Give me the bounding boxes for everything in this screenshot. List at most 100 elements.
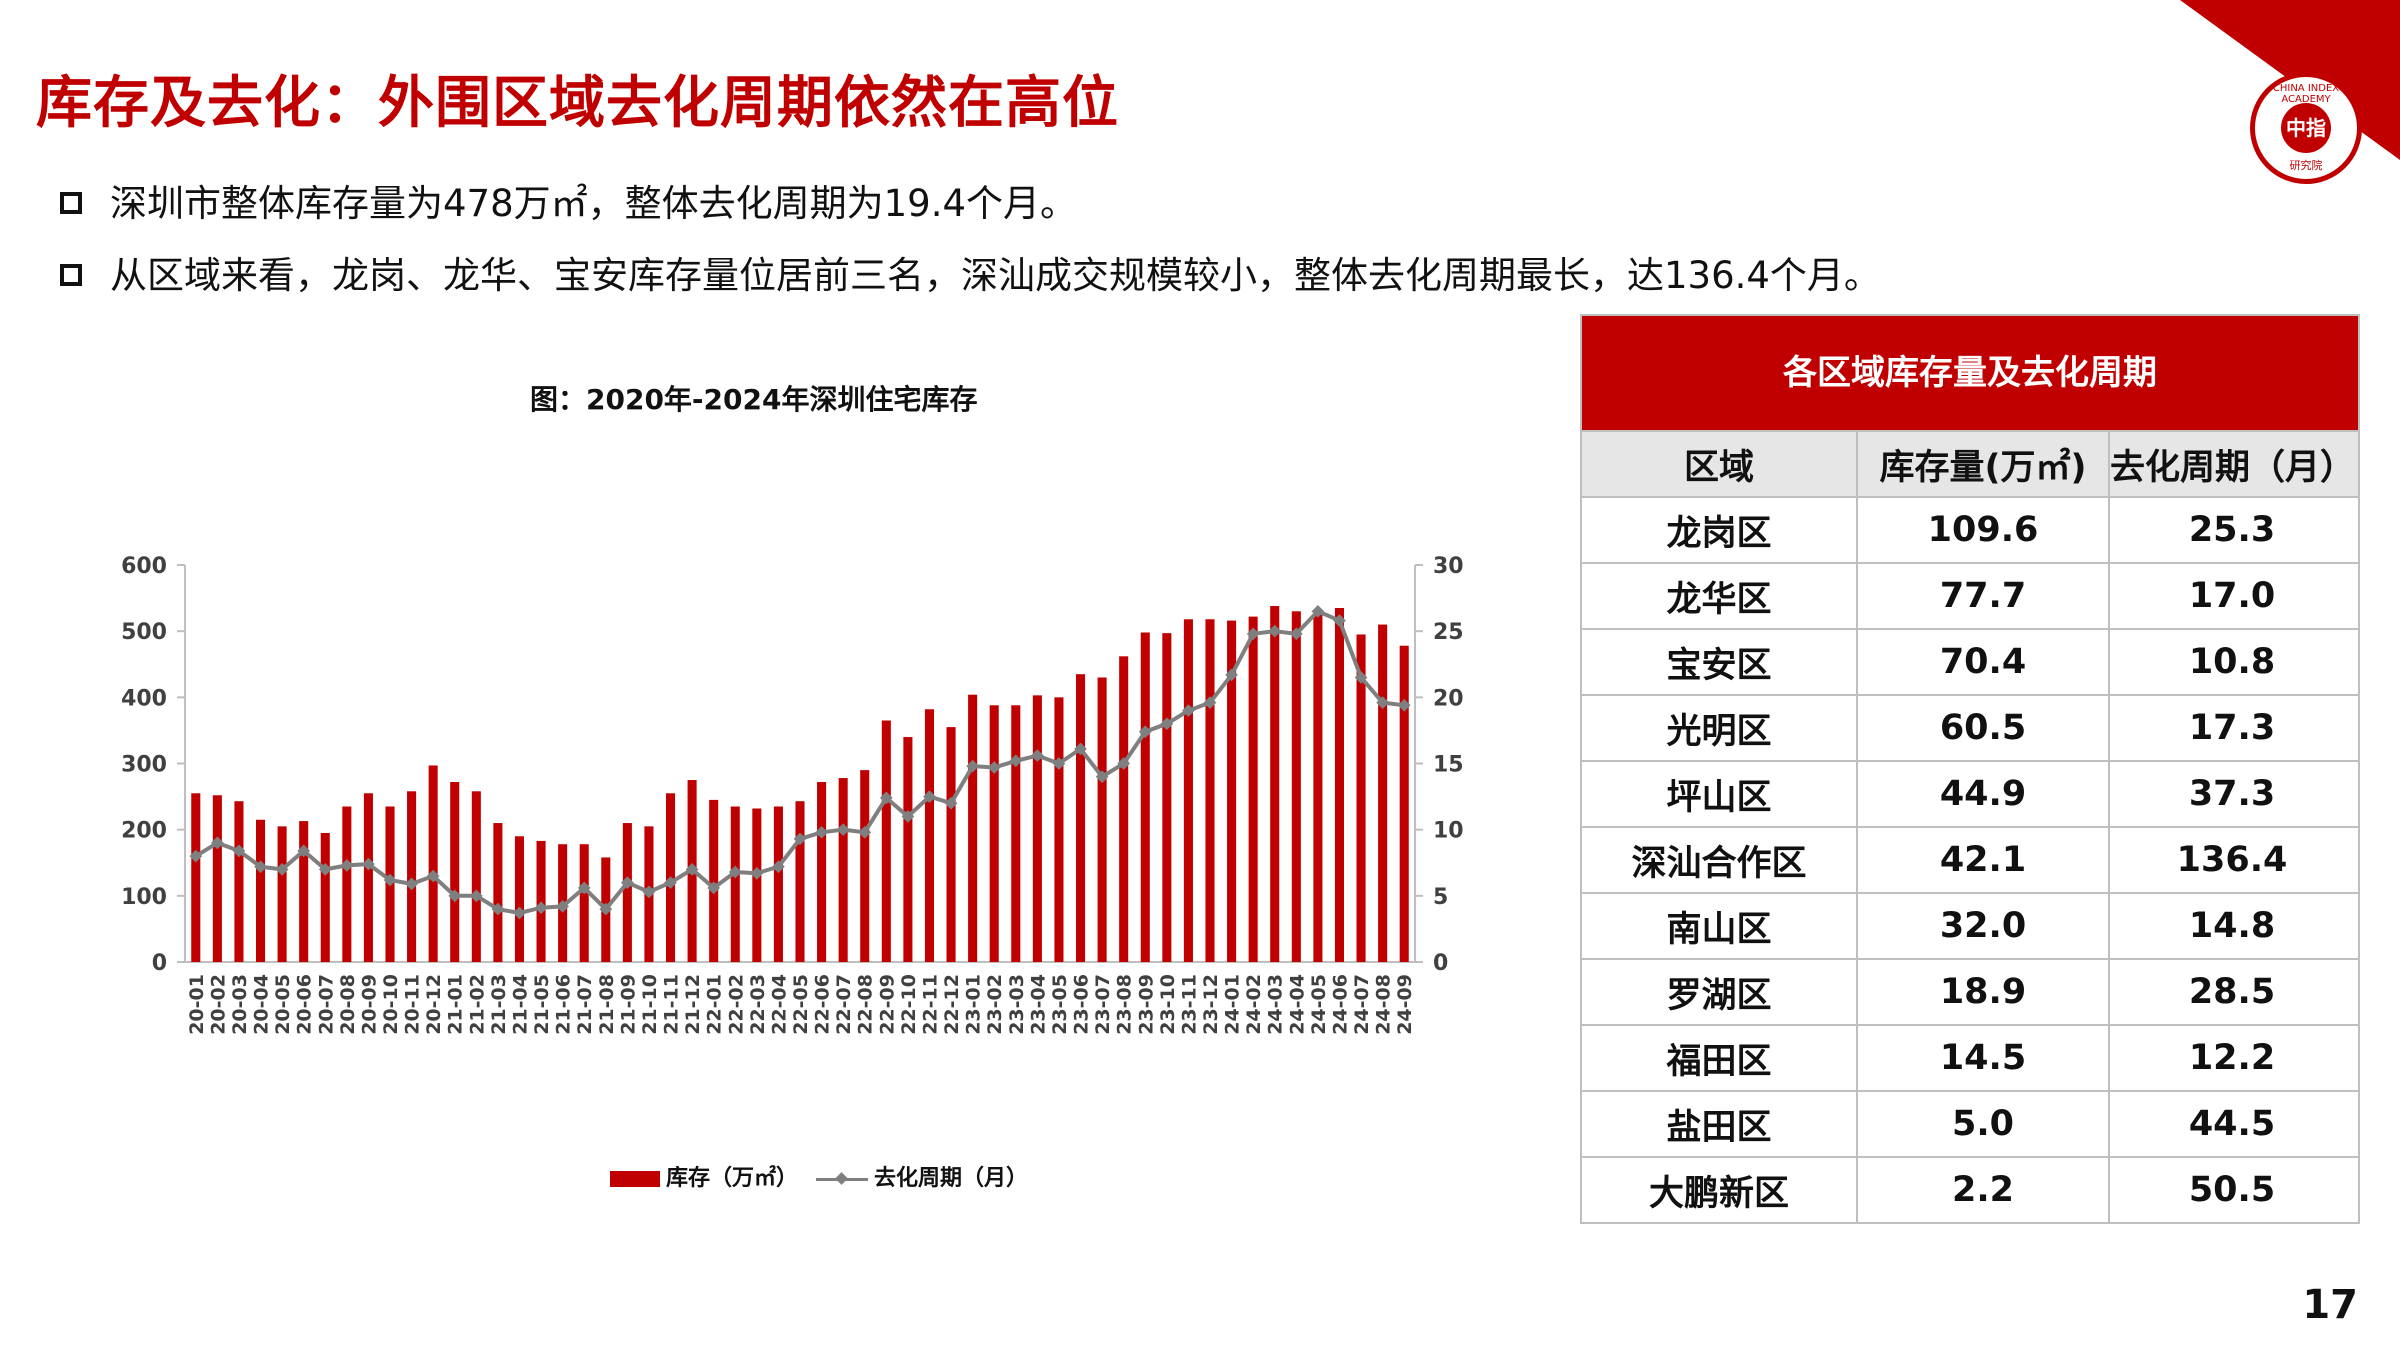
- inventory-bar: [817, 782, 827, 962]
- inventory-bar: [989, 705, 999, 962]
- inventory-bar: [903, 737, 913, 962]
- cell-cycle: 28.5: [2188, 972, 2276, 1012]
- legend-label-cycle: 去化周期（月）: [874, 1166, 1029, 1191]
- inventory-bar: [363, 793, 373, 962]
- cell-inventory: 70.4: [1858, 630, 2110, 694]
- table-row: 罗湖区 18.9 28.5: [1582, 958, 2358, 1024]
- district-table: 各区域库存量及去化周期 区域 库存量(万㎡) 去化周期（月） 龙岗区 109.6 2…: [1580, 314, 2360, 1224]
- x-tick-label: 23-11: [1178, 974, 1200, 1035]
- inventory-bar: [1227, 620, 1237, 962]
- x-tick-label: 23-07: [1092, 974, 1114, 1035]
- cell-inventory: 5.0: [1858, 1092, 2110, 1156]
- inventory-bar: [1291, 611, 1301, 962]
- y-right-tick-label: 30: [1433, 554, 1464, 579]
- x-tick-label: 22-07: [833, 974, 855, 1035]
- table-row: 福田区 14.5 12.2: [1582, 1024, 2358, 1090]
- y-left-tick-label: 200: [121, 819, 167, 844]
- legend-line-swatch: [816, 1171, 869, 1187]
- x-tick-label: 23-08: [1114, 974, 1136, 1035]
- x-tick-label: 22-08: [855, 974, 877, 1035]
- x-tick-label: 24-02: [1243, 974, 1265, 1035]
- cell-district: 宝安区: [1582, 630, 1858, 694]
- legend-bar-swatch: [610, 1171, 660, 1187]
- inventory-bar: [622, 823, 632, 962]
- inventory-bar: [493, 823, 503, 962]
- cell-district: 南山区: [1582, 894, 1858, 958]
- inventory-bar: [320, 832, 330, 962]
- header-cycle: 去化周期（月）: [2110, 447, 2356, 488]
- y-right-tick-label: 15: [1433, 753, 1464, 778]
- x-tick-label: 22-10: [898, 974, 920, 1035]
- x-tick-label: 24-08: [1373, 974, 1395, 1035]
- x-tick-label: 20-06: [294, 974, 316, 1035]
- y-right-tick-label: 10: [1433, 819, 1464, 844]
- cell-cycle: 10.8: [2188, 642, 2276, 682]
- x-tick-label: 23-09: [1135, 974, 1157, 1035]
- x-tick-label: 20-10: [380, 974, 402, 1035]
- inventory-bar: [881, 720, 891, 962]
- chart-legend: 库存（万㎡） 去化周期（月）: [610, 1160, 1028, 1192]
- cell-cycle: 25.3: [2188, 510, 2276, 550]
- inventory-bar: [1119, 656, 1129, 962]
- bullet-item: 深圳市整体库存量为478万㎡，整体去化周期为19.4个月。: [56, 168, 1881, 240]
- inventory-bar: [838, 778, 848, 962]
- x-tick-label: 24-05: [1308, 974, 1330, 1035]
- x-tick-label: 22-12: [941, 974, 963, 1035]
- inventory-bar: [212, 795, 222, 962]
- bullet-square-icon: [60, 264, 82, 286]
- table-title: 各区域库存量及去化周期: [1582, 316, 2358, 430]
- cell-inventory: 2.2: [1858, 1158, 2110, 1222]
- x-tick-label: 23-05: [1049, 974, 1071, 1035]
- x-tick-label: 20-07: [315, 974, 337, 1035]
- cycle-point: [232, 844, 246, 858]
- page-title: 库存及去化：外围区域去化周期依然在高位: [36, 71, 1119, 136]
- table-row: 盐田区 5.0 44.5: [1582, 1090, 2358, 1156]
- x-tick-label: 24-06: [1329, 974, 1351, 1035]
- legend-item-cycle: 去化周期（月）: [816, 1160, 1028, 1192]
- x-tick-label: 20-02: [207, 974, 229, 1035]
- cell-district: 深汕合作区: [1582, 828, 1858, 892]
- x-tick-label: 21-12: [682, 974, 704, 1035]
- inventory-bar: [450, 782, 460, 962]
- page-number: 17: [2302, 1282, 2358, 1328]
- table-row: 龙华区 77.7 17.0: [1582, 562, 2358, 628]
- x-tick-label: 23-03: [1006, 974, 1028, 1035]
- inventory-bar: [1313, 612, 1323, 962]
- cell-cycle: 44.5: [2188, 1104, 2276, 1144]
- x-tick-label: 20-12: [423, 974, 445, 1035]
- logo-ring-text: CHINA INDEX ACADEMY: [2272, 83, 2340, 105]
- x-tick-label: 22-06: [812, 974, 834, 1035]
- cell-inventory: 32.0: [1858, 894, 2110, 958]
- x-tick-label: 21-06: [553, 974, 575, 1035]
- cell-inventory: 109.6: [1858, 498, 2110, 562]
- cell-cycle: 14.8: [2188, 906, 2276, 946]
- cycle-point: [211, 836, 224, 850]
- bullet-text: 从区域来看，龙岗、龙华、宝安库存量位居前三名，深汕成交规模较小，整体去化周期最长…: [110, 254, 1881, 297]
- bullet-item: 从区域来看，龙岗、龙华、宝安库存量位居前三名，深汕成交规模较小，整体去化周期最长…: [56, 240, 1881, 312]
- header-district: 区域: [1582, 432, 1858, 496]
- inventory-bar: [1054, 697, 1064, 962]
- inventory-bar: [191, 793, 201, 962]
- inventory-bar: [1248, 616, 1258, 962]
- table-row: 深汕合作区 42.1 136.4: [1582, 826, 2358, 892]
- inventory-bar: [1334, 608, 1345, 962]
- inventory-bar: [1378, 624, 1388, 962]
- y-left-tick-label: 400: [121, 686, 167, 711]
- y-left-tick-label: 0: [152, 951, 167, 976]
- cycle-point: [189, 849, 203, 863]
- inventory-bar: [1270, 606, 1280, 962]
- chart-title: 图：2020年-2024年深圳住宅库存: [530, 383, 978, 416]
- bullet-text: 深圳市整体库存量为478万㎡，整体去化周期为19.4个月。: [110, 182, 1078, 225]
- x-tick-label: 24-04: [1286, 974, 1308, 1035]
- cell-inventory: 44.9: [1858, 762, 2110, 826]
- cycle-point: [254, 860, 267, 874]
- inventory-bar: [730, 806, 740, 962]
- x-tick-label: 23-10: [1157, 974, 1179, 1035]
- x-tick-label: 21-08: [596, 974, 618, 1035]
- inventory-bar: [924, 709, 935, 962]
- x-tick-label: 24-07: [1351, 974, 1373, 1035]
- cycle-point: [383, 873, 397, 887]
- inventory-bar: [773, 806, 783, 962]
- cycle-point: [362, 857, 375, 871]
- cell-inventory: 60.5: [1858, 696, 2110, 760]
